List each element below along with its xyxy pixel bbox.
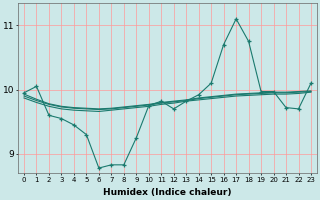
X-axis label: Humidex (Indice chaleur): Humidex (Indice chaleur) xyxy=(103,188,232,197)
